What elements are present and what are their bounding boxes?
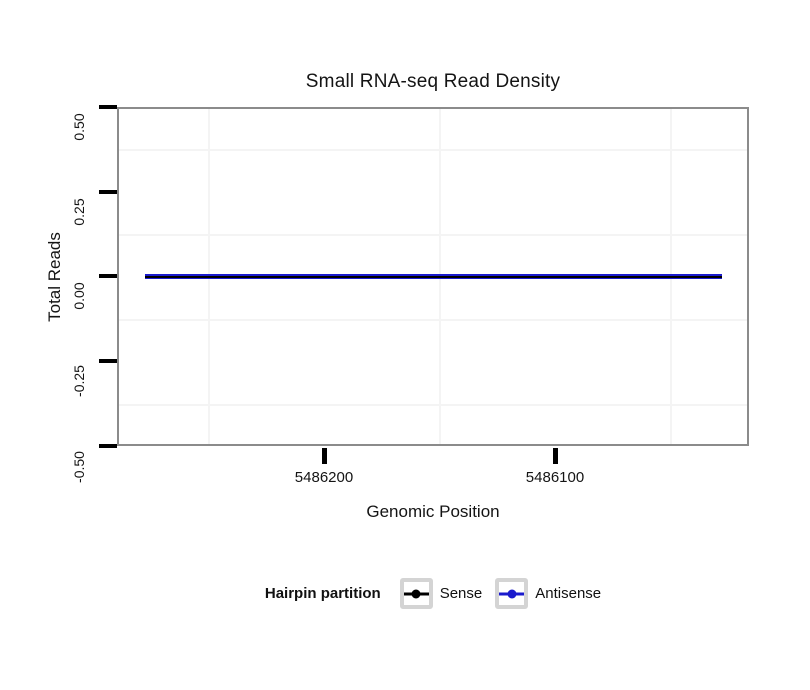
y-axis-tick	[99, 444, 117, 448]
legend-title: Hairpin partition	[264, 585, 381, 602]
y-axis-tick	[99, 105, 117, 109]
y-axis-tick	[99, 359, 117, 363]
y-axis-tick	[99, 190, 117, 194]
x-axis-tick	[322, 448, 327, 464]
y-axis-tick-label: -0.25	[71, 365, 87, 397]
y-axis-tick-label: 0.50	[71, 113, 87, 141]
minor-gridline-h	[119, 404, 747, 406]
legend: Hairpin partition Sense Antisense	[117, 578, 749, 609]
legend-key-antisense	[495, 578, 529, 609]
plot-panel	[117, 107, 749, 446]
minor-gridline-h	[119, 234, 747, 236]
minor-gridline-h	[119, 149, 747, 151]
x-axis-tick-label: 5486100	[525, 469, 585, 486]
legend-label-antisense: Antisense	[535, 585, 602, 602]
chart-title: Small RNA-seq Read Density	[305, 71, 561, 92]
y-axis-tick-label: 0.00	[71, 282, 87, 310]
antisense-point-icon	[507, 589, 517, 598]
legend-item-sense: Sense	[399, 578, 483, 609]
y-axis-title: Total Reads	[45, 232, 64, 322]
y-axis-tick-label: -0.50	[71, 451, 87, 483]
series-line-sense	[145, 276, 722, 278]
x-axis-title: Genomic Position	[366, 502, 500, 521]
x-axis-tick	[553, 448, 558, 464]
sense-point-icon	[411, 589, 421, 598]
legend-key-sense	[399, 578, 433, 609]
legend-item-antisense: Antisense	[495, 578, 601, 609]
y-axis-tick-label: 0.25	[71, 198, 87, 226]
minor-gridline-h	[119, 319, 747, 321]
y-axis-tick	[99, 274, 117, 278]
x-axis-tick-label: 5486200	[294, 469, 354, 486]
legend-label-sense: Sense	[439, 585, 483, 602]
